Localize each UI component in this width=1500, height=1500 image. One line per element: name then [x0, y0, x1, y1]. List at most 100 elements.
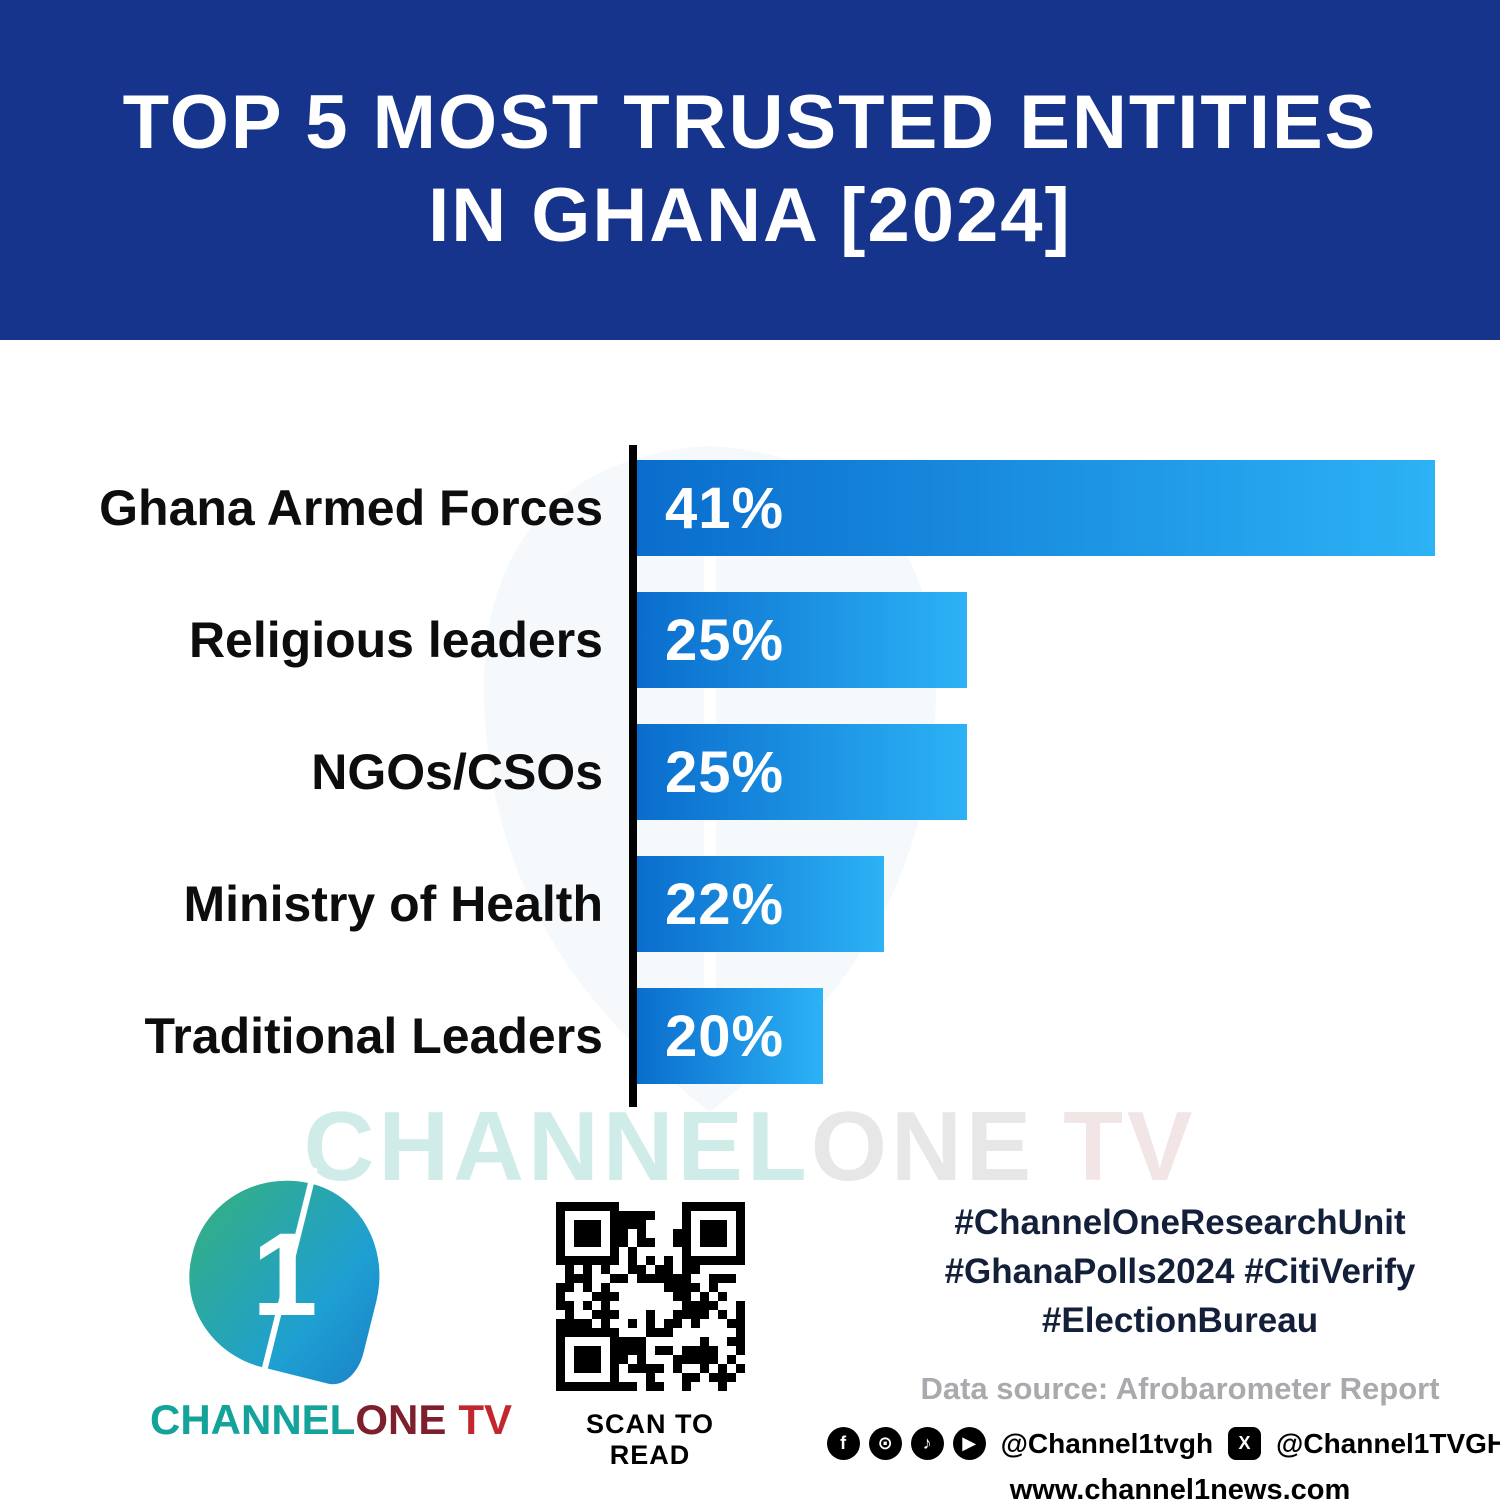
qr-module: [573, 1328, 583, 1337]
qr-module: [556, 1265, 565, 1274]
qr-module: [681, 1238, 691, 1247]
qr-module: [619, 1310, 628, 1319]
qr-module: [627, 1364, 637, 1373]
qr-module: [673, 1328, 682, 1337]
qr-module: [555, 1292, 565, 1301]
qr-module: [709, 1337, 718, 1346]
qr-module: [735, 1229, 745, 1238]
qr-module: [655, 1301, 664, 1310]
qr-module: [627, 1265, 637, 1274]
qr-module: [565, 1355, 574, 1364]
qr-module: [627, 1319, 637, 1328]
qr-module: [726, 1319, 736, 1328]
qr-module: [735, 1319, 745, 1328]
qr-module: [601, 1355, 610, 1364]
qr-module: [645, 1238, 655, 1247]
qr-module: [700, 1211, 709, 1220]
qr-module: [681, 1220, 691, 1229]
qr-module: [609, 1238, 619, 1247]
qr-module: [663, 1328, 673, 1337]
qr-module: [727, 1301, 736, 1310]
qr-module: [699, 1220, 709, 1229]
qr-module: [717, 1229, 727, 1238]
qr-module: [609, 1229, 619, 1238]
qr-module: [664, 1211, 673, 1220]
qr-module: [699, 1229, 709, 1238]
page-title: TOP 5 MOST TRUSTED ENTITIES IN GHANA [20…: [123, 77, 1378, 262]
bar-value-label: 22%: [665, 871, 785, 937]
qr-module: [709, 1292, 718, 1301]
qr-module: [564, 1202, 574, 1211]
qr-module: [564, 1319, 574, 1328]
qr-module: [628, 1283, 637, 1292]
qr-module: [718, 1328, 727, 1337]
bar: 41%: [637, 460, 1435, 556]
qr-module: [564, 1301, 574, 1310]
qr-module: [591, 1328, 601, 1337]
qr-module: [718, 1337, 727, 1346]
header-banner: TOP 5 MOST TRUSTED ENTITIES IN GHANA [20…: [0, 0, 1500, 340]
qr-module: [691, 1337, 700, 1346]
website-url: www.channel1news.com: [1009, 1474, 1351, 1500]
qr-module: [582, 1301, 592, 1310]
bar-category-label: Religious leaders: [188, 612, 603, 668]
qr-module: [709, 1328, 718, 1337]
qr-module: [664, 1364, 673, 1373]
qr-module: [609, 1202, 619, 1211]
qr-module: [735, 1310, 745, 1319]
qr-module: [601, 1220, 610, 1229]
qr-module: [672, 1364, 682, 1373]
qr-module: [735, 1256, 745, 1265]
qr-module: [565, 1247, 574, 1256]
qr-module: [691, 1328, 700, 1337]
qr-module: [555, 1355, 565, 1364]
qr-module: [556, 1274, 565, 1283]
bar: 25%: [637, 724, 967, 820]
qr-module: [664, 1382, 673, 1391]
qr-module: [672, 1229, 682, 1238]
qr-module: [727, 1247, 736, 1256]
qr-module: [691, 1364, 700, 1373]
qr-module: [709, 1382, 718, 1391]
qr-module: [610, 1265, 619, 1274]
qr-module: [601, 1346, 610, 1355]
qr-module: [717, 1274, 727, 1283]
qr-module: [708, 1220, 718, 1229]
qr-module: [664, 1220, 673, 1229]
watermark-tv: TV: [1063, 1091, 1197, 1201]
qr-module: [708, 1274, 718, 1283]
qr-module: [573, 1256, 583, 1265]
qr-module: [691, 1238, 700, 1247]
qr-module: [565, 1229, 574, 1238]
qr-module: [655, 1256, 664, 1265]
qr-module: [672, 1319, 682, 1328]
tiktok-icon: ♪: [910, 1427, 944, 1460]
qr-module: [690, 1310, 700, 1319]
qr-module: [663, 1265, 673, 1274]
qr-module: [619, 1292, 628, 1301]
qr-module: [718, 1265, 727, 1274]
qr-module: [663, 1256, 673, 1265]
qr-module: [636, 1355, 646, 1364]
qr-module: [735, 1337, 745, 1346]
logo-wordmark: CHANNELONE TV: [150, 1396, 512, 1444]
qr-module: [672, 1355, 682, 1364]
qr-module: [618, 1382, 628, 1391]
bar-value-label: 25%: [665, 739, 785, 805]
qr-module: [645, 1310, 655, 1319]
qr-module: [681, 1382, 691, 1391]
qr-module: [628, 1274, 637, 1283]
qr-module: [609, 1355, 619, 1364]
qr-module: [690, 1265, 700, 1274]
social-handle-1: @Channel1tvgh: [1000, 1427, 1214, 1459]
social-handle-2: @Channel1TVGHA: [1276, 1427, 1500, 1459]
qr-module: [618, 1238, 628, 1247]
qr-module: [592, 1373, 601, 1382]
qr-module: [690, 1202, 700, 1211]
bar-row: Religious leaders 25%: [0, 592, 1435, 688]
qr-module: [726, 1373, 736, 1382]
qr-module: [682, 1337, 691, 1346]
qr-module: [681, 1229, 691, 1238]
bar-category-label: NGOs/CSOs: [311, 744, 603, 800]
qr-module: [672, 1292, 682, 1301]
